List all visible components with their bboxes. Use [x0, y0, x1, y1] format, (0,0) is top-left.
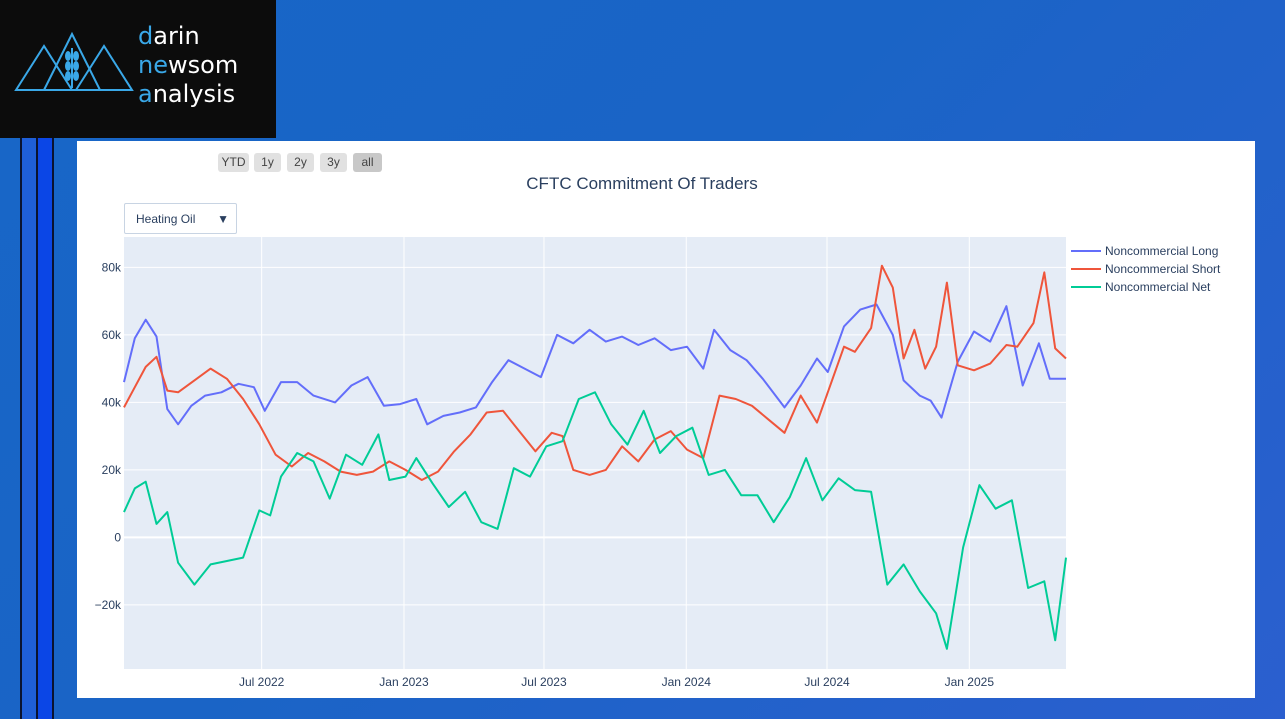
- y-tick-label: −20k: [95, 598, 122, 612]
- chart-card: YTD 1y 2y 3y all CFTC Commitment Of Trad…: [77, 141, 1255, 698]
- y-tick-label: 60k: [102, 328, 122, 342]
- chart-title: CFTC Commitment Of Traders: [526, 174, 758, 193]
- decor-stripe-4: [38, 138, 52, 719]
- mountain-wheat-icon: [14, 31, 134, 91]
- triangle-down-icon: ▼: [217, 212, 229, 226]
- x-tick-label: Jul 2023: [521, 675, 567, 689]
- y-tick-label: 80k: [102, 260, 122, 274]
- x-tick-label: Jul 2022: [239, 675, 285, 689]
- range-button-3y[interactable]: 3y: [320, 153, 347, 172]
- range-button-2y[interactable]: 2y: [287, 153, 314, 172]
- commodity-dropdown[interactable]: Heating Oil ▼: [124, 203, 237, 234]
- series-line-2: [123, 391, 1067, 650]
- series-line-0: [123, 303, 1066, 426]
- legend-item-label[interactable]: Noncommercial Long: [1105, 244, 1218, 258]
- chart-svg: Jul 2022 Jan 2023 Jul 2023 Jan 2024 Jul 2024…: [95, 237, 1221, 689]
- y-tick-label: 0: [114, 530, 121, 544]
- series-line-1: [123, 264, 1067, 481]
- y-tick-label: 20k: [102, 463, 122, 477]
- x-tick-label: Jan 2025: [945, 675, 995, 689]
- decor-stripe-5: [52, 138, 54, 719]
- legend-item-label[interactable]: Noncommercial Net: [1105, 280, 1211, 294]
- dropdown-selected-value: Heating Oil: [136, 212, 196, 226]
- plot-area: [124, 237, 1066, 669]
- logo: darin newsom analysis: [0, 0, 276, 138]
- decor-stripe-1: [20, 138, 22, 719]
- range-button-1y[interactable]: 1y: [254, 153, 281, 172]
- range-button-all[interactable]: all: [353, 153, 382, 172]
- decor-stripe-2: [22, 138, 36, 719]
- y-tick-label: 40k: [102, 395, 122, 409]
- logo-text: darin newsom analysis: [138, 22, 239, 108]
- decor-stripe-3: [36, 138, 38, 719]
- x-tick-label: Jan 2024: [662, 675, 712, 689]
- range-button-ytd[interactable]: YTD: [218, 153, 249, 172]
- x-tick-label: Jul 2024: [804, 675, 850, 689]
- legend-item-label[interactable]: Noncommercial Short: [1105, 262, 1221, 276]
- x-tick-label: Jan 2023: [379, 675, 429, 689]
